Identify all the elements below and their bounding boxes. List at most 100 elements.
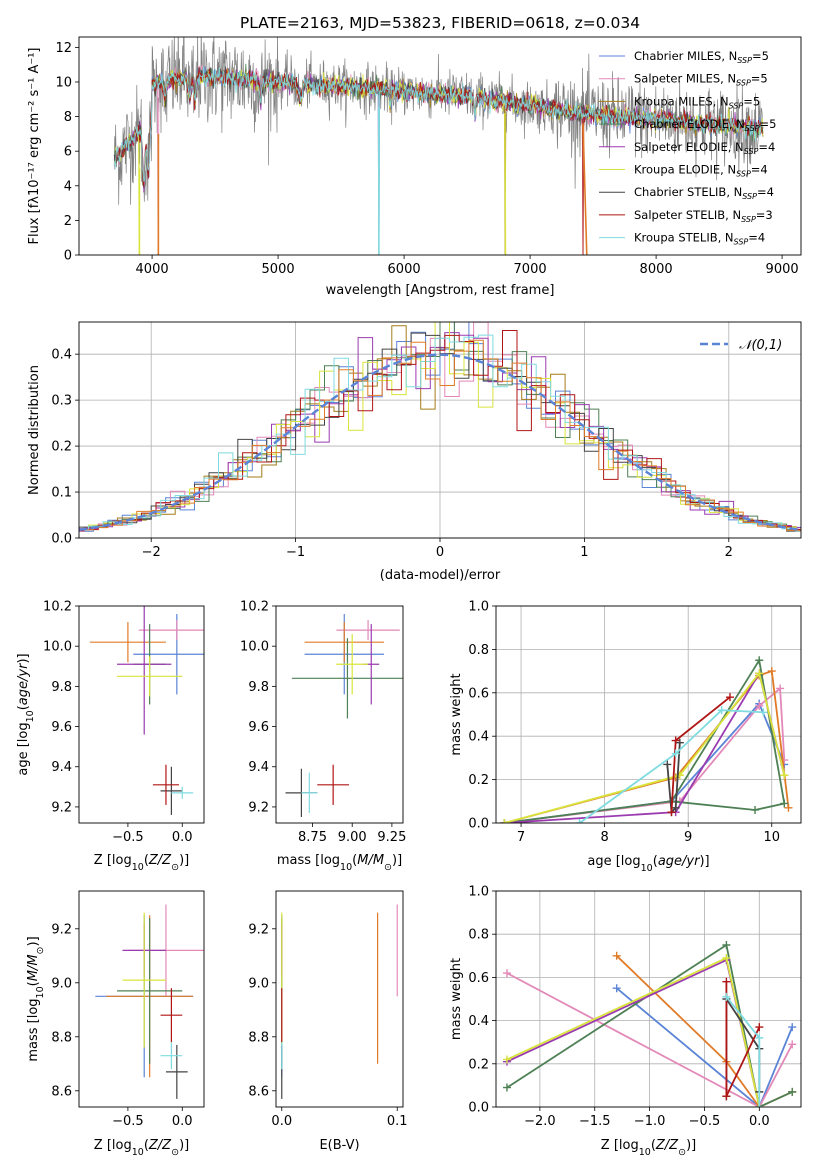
normal-curve	[79, 353, 801, 532]
y-tick-label: 8.6	[248, 1084, 269, 1099]
histogram-7	[79, 330, 801, 532]
x-tick-label: 0.0	[271, 1114, 292, 1129]
chart-2: −0.5 0.0 9.2 9.4 9.6 9.8 10.0 10.2 Z [log10(Z/Z⊙…	[16, 600, 205, 873]
x-axis-label: E(B-V)	[319, 1138, 359, 1153]
series-marker	[502, 1055, 511, 1064]
legend-label: Kroupa ELODIE, N	[634, 163, 736, 177]
axes-frame	[275, 890, 404, 1108]
spectrum-lines	[113, 37, 764, 255]
y-tick-label: 9.2	[248, 800, 269, 815]
series-marker	[755, 656, 764, 665]
x-tick-label: −0.5	[112, 830, 144, 845]
series-marker	[767, 667, 776, 676]
axes-frame	[78, 890, 205, 1108]
series-marker	[722, 992, 731, 1001]
series-marker	[717, 706, 726, 715]
series-marker	[502, 969, 511, 978]
series-marker	[722, 977, 731, 986]
legend-label: Kroupa STELIB, N	[634, 231, 734, 245]
y-tick-label: 0.0	[468, 1101, 489, 1116]
errorbar-point-3	[291, 638, 403, 719]
y-tick-label: 10	[55, 75, 72, 90]
errorbar-point-4	[117, 606, 172, 735]
x-tick-label: 8000	[640, 262, 673, 277]
y-axis-label: age [log10(age/yr)]	[16, 653, 36, 775]
y-tick-label: 0.4	[468, 730, 489, 745]
y-tick-label: 9.8	[248, 680, 269, 695]
x-tick-label: 9.25	[377, 830, 406, 845]
chart-1: −2 −1 0 1 2 0.0 0.1 0.2 0.3 0.4 (data-model)/error…	[27, 321, 802, 583]
y-tick-label: 0.6	[468, 686, 489, 701]
legend-suffix: =4	[751, 163, 768, 177]
y-tick-label: 9.6	[248, 720, 269, 735]
errorbar-point-2	[304, 622, 384, 663]
y-tick-label: 0.2	[51, 440, 72, 455]
series-3	[500, 656, 789, 823]
series-marker	[725, 693, 734, 702]
x-tick-label: 7000	[514, 262, 547, 277]
axes-frame	[495, 605, 802, 824]
errorbars	[281, 904, 398, 1099]
legend-suffix: =4	[758, 140, 775, 154]
y-tick-label: 0	[64, 249, 72, 264]
series-marker	[722, 941, 731, 949]
y-tick-label: 8.8	[248, 1030, 269, 1045]
x-axis-label: age [log10(age/yr)]	[587, 854, 709, 874]
y-tick-label: 9.6	[51, 720, 72, 735]
y-tick-label: 0.8	[468, 928, 489, 943]
histogram-2	[79, 325, 801, 531]
series-marker	[755, 669, 764, 678]
series-line	[616, 987, 794, 1107]
legend-entry-6: Chabrier STELIB, NSSP=4	[634, 185, 774, 201]
series-marker	[788, 1087, 797, 1096]
x-tick-label: 0.0	[172, 830, 193, 845]
legend-sub: SSP	[736, 170, 751, 179]
series-marker	[671, 749, 680, 758]
y-axis-label: Normed distribution	[27, 365, 42, 495]
errorbar-point-5	[336, 634, 369, 695]
series-marker	[663, 760, 672, 769]
x-tick-label: 9.00	[338, 830, 367, 845]
legend-label: Kroupa MILES, N	[634, 94, 729, 108]
legend-label: Salpeter STELIB, N	[634, 208, 741, 222]
series-marker	[784, 803, 793, 812]
legend-sub: SSP	[729, 101, 744, 110]
series-marker	[722, 1092, 731, 1101]
legend-sub: SSP	[744, 147, 759, 156]
y-tick-label: 9.0	[248, 976, 269, 991]
legend-entry-0: Chabrier MILES, NSSP=5	[634, 49, 769, 65]
legend-sub: SSP	[745, 124, 760, 133]
chart-5: −0.5 0.0 8.6 8.8 9.0 9.2 Z [log10(Z/Z⊙)] mass […	[26, 890, 205, 1158]
series-line	[504, 657, 786, 823]
y-tick-label: 0.1	[51, 486, 72, 501]
x-axis-label: Z [log10(Z/Z⊙)]	[601, 1138, 696, 1158]
legend-suffix: =5	[752, 49, 769, 63]
errorbar-point-7	[152, 764, 179, 805]
legend-suffix: =3	[756, 208, 773, 222]
x-tick-label: 4000	[136, 262, 169, 277]
legend-sub: SSP	[734, 238, 749, 247]
series-marker	[502, 1083, 511, 1092]
legend-label: Chabrier MILES, N	[634, 49, 737, 63]
weight-lines	[502, 941, 797, 1107]
series-line	[506, 956, 761, 1107]
x-tick-label: −2.0	[524, 1114, 556, 1129]
series-7	[667, 693, 734, 817]
y-tick-label: 0.4	[51, 348, 72, 363]
weight-lines	[500, 656, 793, 823]
errorbars	[285, 614, 403, 817]
series-5	[500, 669, 789, 823]
errorbar-point-5	[117, 656, 183, 697]
legend-label: 𝒩(0,1)	[739, 338, 782, 353]
series-marker	[671, 736, 680, 745]
series-8	[722, 992, 764, 1107]
chart-6: 0.0 0.1 8.6 8.8 9.0 9.2 E(B-V)	[248, 890, 408, 1153]
x-axis-label: mass [log10(M/M⊙)]	[277, 853, 402, 873]
y-tick-label: 1.0	[468, 885, 489, 900]
x-tick-label: 9000	[766, 262, 799, 277]
errorbar-point-8	[160, 1042, 183, 1070]
legend-entry-8: Kroupa STELIB, NSSP=4	[634, 231, 765, 247]
legend-entry-3: Chabrier ELODIE, NSSP=5	[634, 117, 776, 133]
x-tick-label: 7	[517, 830, 525, 845]
